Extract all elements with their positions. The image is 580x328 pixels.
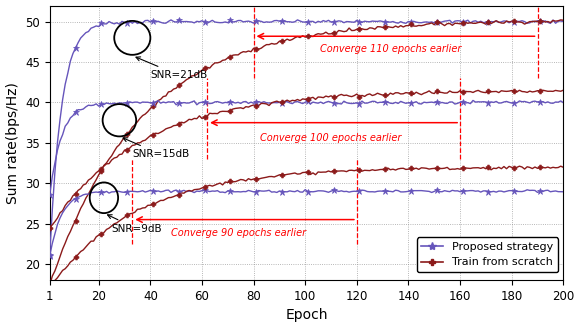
Y-axis label: Sum rate(bps/Hz): Sum rate(bps/Hz) [6, 82, 20, 204]
Legend: Proposed strategy, Train from scratch: Proposed strategy, Train from scratch [416, 237, 558, 272]
X-axis label: Epoch: Epoch [285, 308, 328, 322]
Text: SNR=9dB: SNR=9dB [107, 215, 162, 234]
Text: Converge 110 epochs earlier: Converge 110 epochs earlier [320, 44, 461, 54]
Text: SNR=15dB: SNR=15dB [123, 138, 190, 159]
Text: Converge 100 epochs earlier: Converge 100 epochs earlier [260, 133, 402, 143]
Text: SNR=21dB: SNR=21dB [136, 57, 208, 80]
Text: Converge 90 epochs earlier: Converge 90 epochs earlier [171, 228, 306, 238]
